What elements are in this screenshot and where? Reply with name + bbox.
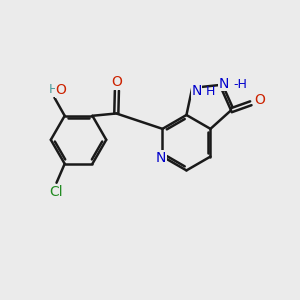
Text: H: H <box>206 85 216 98</box>
Text: N: N <box>219 76 229 91</box>
Text: N: N <box>191 84 202 98</box>
Text: -H: -H <box>234 78 248 91</box>
Text: Cl: Cl <box>50 185 63 199</box>
Text: H: H <box>48 83 58 96</box>
Text: O: O <box>254 93 265 107</box>
Text: O: O <box>56 83 66 97</box>
Text: N: N <box>156 151 166 165</box>
Text: O: O <box>112 75 122 89</box>
